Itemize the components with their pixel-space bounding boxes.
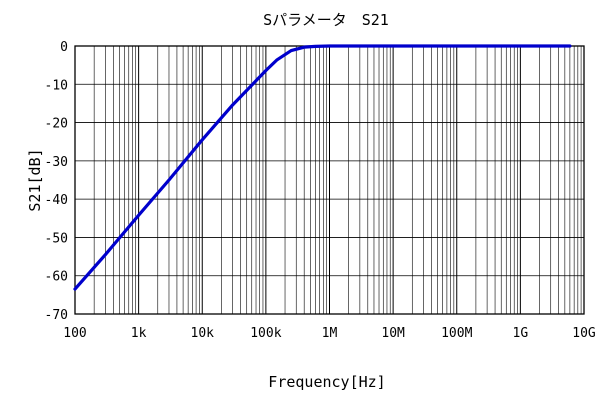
x-tick-label: 1M xyxy=(322,326,338,341)
y-tick-label: -10 xyxy=(45,78,68,93)
x-tick-label: 10k xyxy=(191,326,215,341)
series-layer xyxy=(73,44,572,291)
y-tick-label: -30 xyxy=(45,155,68,170)
y-tick-labels: 0 -10 -20 -30 -40 -50 -60 -70 xyxy=(45,40,68,323)
x-tick-label: 10G xyxy=(572,326,596,341)
y-tick-label: -40 xyxy=(45,193,68,208)
x-tick-label: 1k xyxy=(131,326,147,341)
x-axis-title: Frequency[Hz] xyxy=(268,373,385,391)
x-tick-label: 10M xyxy=(381,326,405,341)
x-tick-label: 1G xyxy=(513,326,529,341)
y-tick-label: 0 xyxy=(60,40,68,55)
chart-title: Sパラメータ S21 xyxy=(263,11,389,29)
y-tick-label: -70 xyxy=(45,308,68,323)
y-axis-title: S21[dB] xyxy=(26,148,44,211)
x-tick-label: 100M xyxy=(441,326,472,341)
y-tick-label: -20 xyxy=(45,117,68,132)
s21-series-line xyxy=(73,44,572,291)
x-tick-label: 100 xyxy=(63,326,86,341)
grid xyxy=(75,46,584,314)
x-tick-label: 100k xyxy=(250,326,281,341)
x-tick-labels: 100 1k 10k 100k 1M 10M 100M 1G 10G xyxy=(63,326,596,341)
y-tick-label: -60 xyxy=(45,270,68,285)
y-tick-label: -50 xyxy=(45,231,68,246)
